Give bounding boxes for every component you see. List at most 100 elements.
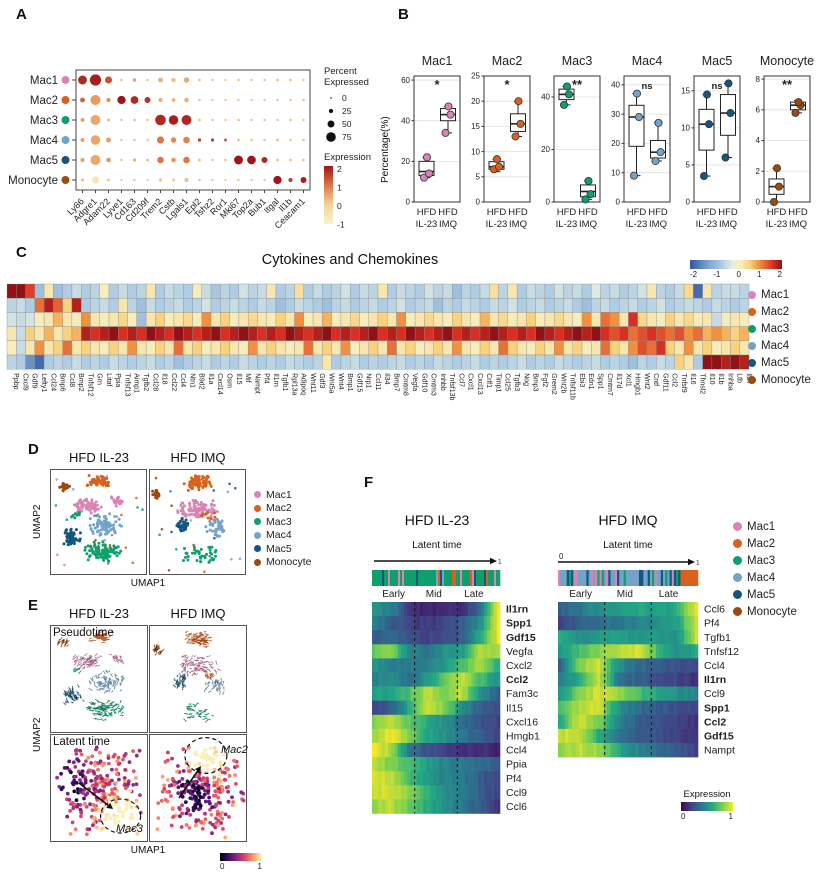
svg-text:0: 0 — [406, 198, 411, 207]
svg-text:0: 0 — [686, 198, 691, 207]
svg-text:8: 8 — [756, 75, 761, 84]
phase-label: Late — [464, 589, 484, 600]
svg-text:IMQ: IMQ — [509, 219, 527, 230]
svg-text:20: 20 — [401, 157, 410, 166]
svg-text:Ccl8: Ccl8 — [68, 373, 75, 387]
svg-text:20: 20 — [471, 97, 480, 106]
svg-text:Spp1: Spp1 — [506, 618, 532, 630]
svg-text:HFD: HFD — [718, 207, 738, 218]
svg-text:Ccl9: Ccl9 — [506, 787, 527, 799]
cluster-dot-icon — [748, 290, 756, 299]
svg-text:Gdf10: Gdf10 — [420, 373, 427, 392]
svg-text:Ccl4: Ccl4 — [179, 373, 186, 387]
panel-c-colorbar-ticks: -2 -1 0 1 2 — [690, 270, 782, 279]
svg-text:Aimp1: Aimp1 — [133, 373, 140, 393]
svg-text:HFD: HFD — [648, 207, 668, 218]
svg-text:Grn: Grn — [96, 373, 103, 385]
svg-text:Pf4: Pf4 — [506, 773, 522, 785]
panel-d-xlabel: UMAP1 — [130, 578, 166, 589]
svg-text:Tgfb1: Tgfb1 — [281, 373, 288, 391]
svg-text:1: 1 — [498, 559, 502, 566]
svg-text:Bmp1: Bmp1 — [346, 373, 353, 391]
svg-text:Wnt2: Wnt2 — [643, 373, 650, 389]
svg-text:20: 20 — [541, 145, 550, 154]
svg-text:B9d2: B9d2 — [198, 373, 205, 389]
svg-text:75: 75 — [342, 132, 352, 142]
colorbar-tick: 1 — [728, 812, 733, 821]
cluster-dot-icon — [733, 539, 742, 548]
svg-text:Pf4: Pf4 — [263, 373, 270, 384]
svg-text:0: 0 — [342, 93, 347, 103]
svg-text:Ccl4: Ccl4 — [704, 660, 725, 672]
panel-d-ylabel: UMAP2 — [32, 504, 43, 540]
cluster-dot-icon — [254, 491, 261, 499]
svg-text:Mac5: Mac5 — [702, 54, 733, 68]
svg-text:Mac3: Mac3 — [562, 54, 593, 68]
svg-text:40: 40 — [401, 116, 410, 125]
svg-text:Nog: Nog — [522, 373, 529, 386]
svg-text:Bmp2: Bmp2 — [77, 373, 84, 391]
svg-text:Ppbp: Ppbp — [12, 373, 19, 389]
legend-item-mac2: Mac2 — [733, 535, 797, 552]
svg-text:HFD: HFD — [788, 207, 808, 218]
svg-text:IL-23: IL-23 — [416, 219, 438, 230]
cluster-dot-icon — [733, 556, 742, 565]
legend-item-monocyte: Monocyte — [733, 603, 797, 620]
panel-d-umap-imq — [149, 469, 246, 575]
svg-text:Ccl6: Ccl6 — [506, 801, 527, 813]
colorbar-tick: 1 — [257, 862, 262, 871]
svg-text:Ltb: Ltb — [736, 373, 743, 383]
svg-text:Il16: Il16 — [689, 373, 696, 384]
panel-f-heatmap-imq: Ccl6Pf4Tgfb1Tnfsf12Ccl4Il1rnCcl9Spp1Ccl2… — [558, 602, 739, 758]
svg-text:Ntn1: Ntn1 — [188, 373, 195, 388]
svg-text:Il34: Il34 — [383, 373, 390, 384]
svg-text:0: 0 — [616, 198, 621, 207]
svg-text:Bmp7: Bmp7 — [392, 373, 399, 391]
svg-text:Thnsl2: Thnsl2 — [698, 373, 705, 394]
svg-text:Tnfsf13: Tnfsf13 — [123, 373, 130, 396]
svg-text:Wnt5a: Wnt5a — [327, 373, 334, 393]
svg-text:HFD: HFD — [697, 207, 717, 218]
svg-text:HFD: HFD — [578, 207, 598, 218]
panel-b-boxplots: Mac1 0 20 40 60 * HFD IL-23 HFD IMQ Mac2 0 5 10 15 20 25… — [394, 52, 822, 236]
svg-text:Expressed: Expressed — [324, 77, 369, 88]
svg-text:Litaf: Litaf — [105, 373, 112, 386]
panel-e-colorbar-gradient — [220, 853, 262, 861]
svg-text:Cxcl16: Cxcl16 — [506, 716, 538, 728]
svg-text:1: 1 — [696, 560, 700, 567]
panel-c-label: C — [16, 244, 27, 261]
svg-text:6: 6 — [756, 106, 761, 115]
svg-text:Crlf1: Crlf1 — [485, 373, 492, 388]
panel-e-label: E — [28, 597, 39, 614]
svg-text:Mac5: Mac5 — [30, 155, 58, 167]
panel-f-label: F — [364, 474, 374, 491]
svg-text:**: ** — [782, 77, 793, 92]
svg-text:Ccl4: Ccl4 — [506, 745, 527, 757]
svg-text:Edn1: Edn1 — [587, 373, 594, 389]
svg-text:10: 10 — [611, 168, 620, 177]
svg-text:Il15: Il15 — [506, 702, 523, 714]
svg-text:Gdf11: Gdf11 — [661, 373, 668, 392]
cluster-dot-icon — [254, 545, 261, 553]
svg-text:Wnt11: Wnt11 — [309, 373, 316, 393]
svg-text:Il1rn: Il1rn — [506, 604, 528, 616]
svg-text:Hmgb1: Hmgb1 — [506, 730, 540, 742]
svg-text:Nampt: Nampt — [253, 373, 260, 394]
svg-text:Rpl13a: Rpl13a — [290, 373, 297, 395]
svg-text:Inhbb: Inhbb — [439, 373, 446, 391]
svg-text:15: 15 — [681, 87, 690, 96]
cluster-dot-icon — [733, 522, 742, 531]
svg-text:IL-23: IL-23 — [486, 219, 508, 230]
panel-a-label: A — [16, 6, 27, 23]
panel-f-latent-label-left: Latent time — [412, 540, 462, 551]
cluster-dot-icon — [733, 573, 742, 582]
cluster-dot-icon — [748, 375, 756, 384]
svg-text:IMQ: IMQ — [649, 219, 667, 230]
panel-f-arrow-right: 01 — [558, 552, 700, 567]
svg-text:Expression: Expression — [324, 152, 371, 163]
svg-text:Gdf15: Gdf15 — [355, 373, 362, 392]
